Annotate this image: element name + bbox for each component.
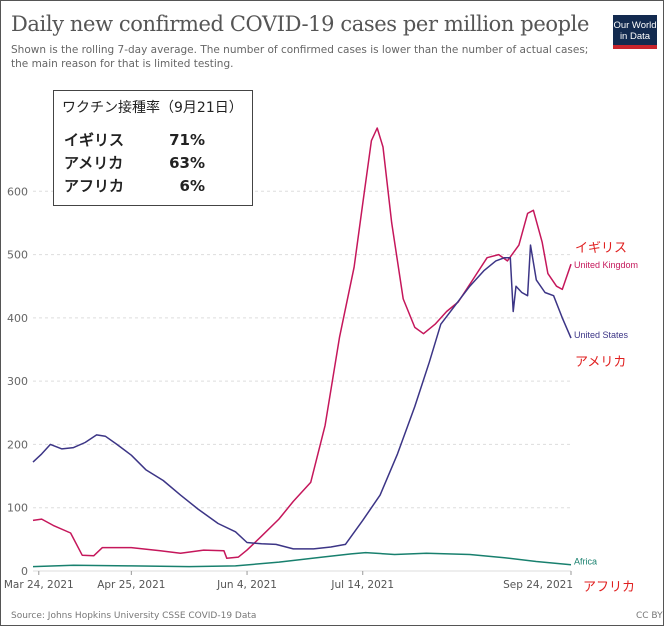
y-tick-label: 600 xyxy=(7,185,28,198)
annotation-uk-jp: イギリス xyxy=(575,241,628,256)
series-line xyxy=(32,244,572,550)
license-note[interactable]: CC BY xyxy=(636,611,663,621)
series-line xyxy=(32,127,572,560)
y-tick-label: 0 xyxy=(21,565,28,578)
y-tick-label: 500 xyxy=(7,249,28,262)
series-labels: United Kingdom United States Africa xyxy=(574,260,638,567)
vaccination-row-name: アフリカ xyxy=(64,177,125,195)
y-tick-label: 300 xyxy=(7,375,28,388)
x-tick-label: Apr 25, 2021 xyxy=(97,579,165,591)
vaccination-row-name: アメリカ xyxy=(64,154,124,172)
vaccination-row-pct: 63% xyxy=(169,154,205,172)
series-end-label: United Kingdom xyxy=(574,260,638,270)
y-axis-ticks: 0 100 200 300 400 500 600 xyxy=(7,185,28,578)
series-lines xyxy=(32,127,572,568)
vaccination-row-uk: イギリス 71% xyxy=(64,129,205,150)
chart-title: Daily new confirmed COVID-19 cases per m… xyxy=(11,12,589,36)
y-tick-label: 200 xyxy=(7,438,28,451)
grid-lines xyxy=(33,190,571,572)
vaccination-row-africa: アフリカ 6% xyxy=(64,175,205,196)
series-end-label: United States xyxy=(574,330,629,340)
vaccination-box-title: ワクチン接種率（9月21日） xyxy=(62,100,243,116)
series-line xyxy=(32,551,572,568)
owid-logo[interactable]: Our World in Data xyxy=(613,15,657,49)
source-note[interactable]: Source: Johns Hopkins University CSSE CO… xyxy=(11,611,257,621)
x-tick-label: Sep 24, 2021 xyxy=(503,579,573,591)
series-end-label: Africa xyxy=(574,557,597,567)
chart-subtitle: Shown is the rolling 7-day average. The … xyxy=(11,44,589,70)
y-tick-label: 400 xyxy=(7,312,28,325)
annotation-us-jp: アメリカ xyxy=(575,355,627,370)
y-tick-label: 100 xyxy=(7,502,28,515)
vaccination-row-pct: 6% xyxy=(179,177,205,195)
x-tick-label: Jun 4, 2021 xyxy=(216,579,277,591)
vaccination-row-name: イギリス xyxy=(64,131,125,149)
x-tick-label: Mar 24, 2021 xyxy=(4,579,74,591)
vaccination-row-pct: 71% xyxy=(169,131,205,149)
x-tick-label: Jul 14, 2021 xyxy=(330,579,394,591)
logo-line-2: in Data xyxy=(619,31,651,42)
logo-line-1: Our World xyxy=(613,20,657,31)
vaccination-row-us: アメリカ 63% xyxy=(64,152,205,173)
annotation-africa-jp: アフリカ xyxy=(583,580,636,595)
vaccination-rate-box: ワクチン接種率（9月21日） イギリス 71% アメリカ 63% アフリカ 6% xyxy=(53,90,253,206)
x-axis-ticks: Mar 24, 2021 Apr 25, 2021 Jun 4, 2021 Jul 1… xyxy=(4,571,573,591)
